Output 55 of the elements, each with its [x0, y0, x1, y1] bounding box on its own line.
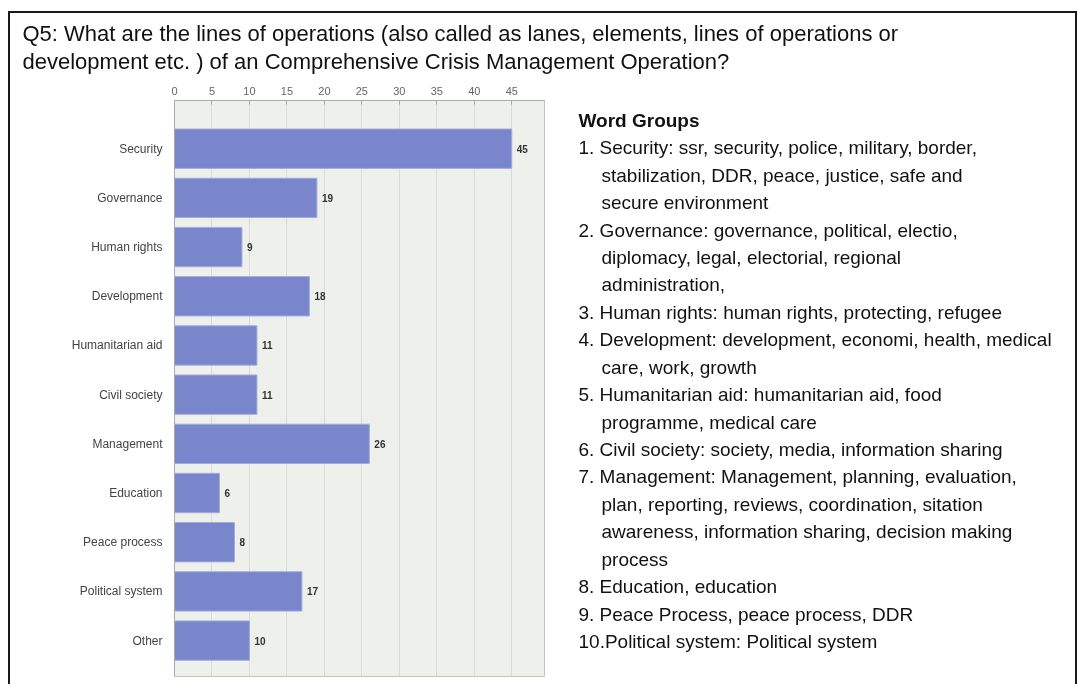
bar	[174, 620, 250, 661]
data-label: 6	[224, 488, 231, 500]
text: 8. Education, education	[578, 576, 778, 598]
y-tick-label: Security	[119, 141, 163, 156]
y-tick-label: Other	[132, 633, 163, 648]
data-label: 11	[261, 340, 273, 352]
text: 3. Human rights: human rights, protecting, refugee	[578, 301, 1003, 323]
data-label: 9	[246, 242, 253, 254]
text: 9. Peace Process, peace process, DDR	[578, 603, 914, 625]
bar	[174, 177, 318, 219]
data-label: 26	[374, 438, 386, 450]
x-tick-label: 0	[171, 84, 178, 97]
y-tick-label: Human rights	[91, 240, 163, 255]
data-label: 8	[239, 537, 246, 549]
text: 4. Development: development, economi, health, medical care, work, growth	[578, 329, 1052, 378]
bar	[174, 472, 220, 514]
x-tick-label: 20	[318, 84, 331, 97]
bar	[174, 374, 258, 415]
y-tick-label: Management	[92, 436, 164, 451]
x-tick-label: 15	[280, 84, 294, 97]
text: 2. Governance: governance, political, electio, diplomacy, legal, electorial, regional administration,	[578, 219, 958, 296]
x-tick-label: 25	[355, 84, 369, 97]
bar	[174, 276, 310, 317]
data-label: 18	[314, 291, 326, 303]
text: 1. Security: ssr, security, police, military, border, stabilization, DDR, peace, justice, safe and secure environment	[578, 137, 977, 214]
data-label: 10	[254, 635, 267, 647]
text: 6. Civil society: society, media, information sharing	[578, 439, 1003, 460]
bar	[174, 423, 370, 465]
bar	[174, 571, 303, 612]
data-label: 11	[261, 389, 273, 401]
y-tick-label: Political system	[79, 584, 163, 599]
y-tick-label: Education	[109, 486, 163, 501]
x-tick-label: 40	[468, 84, 481, 97]
chart-title: Q5: What are the lines of operations (also called as lanes, elements, lines of operations or development etc. ) of an Comprehensive Crisis Management Operation?	[22, 21, 899, 74]
y-tick-label: Humanitarian aid	[71, 338, 163, 353]
x-tick-label: 45	[505, 84, 518, 97]
y-tick-label: Peace process	[83, 535, 163, 550]
x-tick-label: 5	[208, 84, 216, 97]
y-tick-label: Development	[91, 289, 164, 304]
bar	[174, 226, 243, 268]
data-label: 17	[306, 586, 319, 598]
bar	[174, 325, 258, 366]
x-tick-label: 30	[393, 84, 406, 97]
bar	[174, 522, 235, 563]
bar	[174, 128, 513, 169]
text: 10.Political system: Political system	[578, 631, 878, 652]
x-tick-label: 10	[243, 84, 256, 97]
data-label: 19	[321, 192, 334, 204]
data-label: 45	[516, 143, 529, 155]
y-tick-label: Civil society	[99, 387, 163, 402]
text: 7. Management: Management, planning, evaluation, plan, reporting, reviews, coordination, sitation awareness, information sharing, decision making process	[578, 466, 1017, 570]
text: 5. Humanitarian aid: humanitarian aid, food programme, medical care	[578, 384, 942, 433]
y-tick-label: Governance	[97, 190, 163, 205]
x-tick-label: 35	[430, 84, 443, 97]
text: Word Groups	[578, 109, 700, 131]
